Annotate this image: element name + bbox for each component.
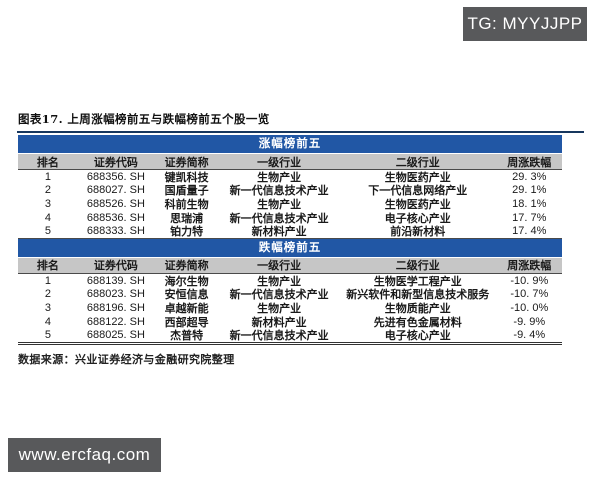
data-source-note: 数据来源：兴业证券经济与金融研究院整理 xyxy=(18,353,235,366)
col-header-change: 周涨跌幅 xyxy=(507,260,552,273)
cell-code: 688526. SH xyxy=(86,197,145,210)
cell-industry2: 先进有色金属材料 xyxy=(373,316,462,329)
table-row: 1 688139. SH 海尔生物 生物产业 生物医学工程产业 -10. 9% xyxy=(18,274,562,288)
column-header-row: 排名 证券代码 证券简称 一级行业 二级行业 周涨跌幅 xyxy=(18,256,562,274)
cell-industry2: 前沿新材料 xyxy=(390,226,446,239)
cell-name: 海尔生物 xyxy=(164,275,209,288)
table-row: 2 688027. SH 国盾量子 新一代信息技术产业 下一代信息网络产业 29… xyxy=(18,184,562,198)
cell-rank: 5 xyxy=(44,225,51,238)
cell-change: 17. 4% xyxy=(512,225,547,238)
cell-name: 铂力特 xyxy=(170,226,204,239)
table-row: 4 688122. SH 西部超导 新材料产业 先进有色金属材料 -9. 9% xyxy=(18,315,562,329)
cell-change: -10. 0% xyxy=(510,301,549,314)
col-header-name: 证券简称 xyxy=(164,156,209,169)
cell-change: 29. 3% xyxy=(512,170,547,183)
losers-band-header: 跌幅榜前五 xyxy=(18,237,562,257)
cell-industry1: 生物产业 xyxy=(257,275,302,288)
cell-industry2: 生物医药产业 xyxy=(384,198,451,211)
cell-code: 688356. SH xyxy=(86,170,145,183)
cell-rank: 3 xyxy=(44,301,51,314)
cell-name: 安恒信息 xyxy=(164,289,209,302)
stock-ranking-table: 涨幅榜前五 排名 证券代码 证券简称 一级行业 二级行业 周涨跌幅 1 6883… xyxy=(18,135,562,345)
cell-industry2: 生物医学工程产业 xyxy=(373,275,462,288)
col-header-change: 周涨跌幅 xyxy=(507,156,552,169)
cell-name: 科前生物 xyxy=(164,198,209,211)
cell-code: 688023. SH xyxy=(86,288,145,301)
cell-change: 29. 1% xyxy=(512,184,547,197)
cell-code: 688122. SH xyxy=(86,315,145,328)
cell-industry1: 生物产业 xyxy=(257,198,302,211)
cell-industry1: 新一代信息技术产业 xyxy=(229,185,329,198)
cell-change: -9. 4% xyxy=(513,329,546,342)
table-row: 1 688356. SH 键凯科技 生物产业 生物医药产业 29. 3% xyxy=(18,170,562,184)
cell-industry2: 新兴软件和新型信息技术服务 xyxy=(346,289,490,302)
cell-change: -10. 7% xyxy=(510,288,549,301)
cell-rank: 4 xyxy=(44,211,51,224)
cell-code: 688027. SH xyxy=(86,184,145,197)
gainers-section: 涨幅榜前五 排名 证券代码 证券简称 一级行业 二级行业 周涨跌幅 1 6883… xyxy=(18,135,562,238)
col-header-code: 证券代码 xyxy=(93,260,138,273)
cell-rank: 4 xyxy=(44,315,51,328)
cell-name: 杰普特 xyxy=(170,330,204,343)
telegram-watermark-badge: TG: MYYJJPP xyxy=(463,7,587,41)
cell-rank: 1 xyxy=(44,170,51,183)
table-row: 3 688526. SH 科前生物 生物产业 生物医药产业 18. 1% xyxy=(18,197,562,211)
cell-name: 国盾量子 xyxy=(164,185,209,198)
cell-rank: 2 xyxy=(44,288,51,301)
table-row: 3 688196. SH 卓越新能 生物产业 生物质能产业 -10. 0% xyxy=(18,301,562,315)
cell-industry1: 生物产业 xyxy=(257,302,302,315)
column-header-row: 排名 证券代码 证券简称 一级行业 二级行业 周涨跌幅 xyxy=(18,153,562,170)
cell-rank: 1 xyxy=(44,274,51,287)
losers-section: 跌幅榜前五 排名 证券代码 证券简称 一级行业 二级行业 周涨跌幅 1 6881… xyxy=(18,237,562,342)
cell-rank: 5 xyxy=(44,329,51,342)
col-header-rank: 排名 xyxy=(36,260,59,273)
cell-industry1: 生物产业 xyxy=(257,171,302,184)
cell-industry1: 新一代信息技术产业 xyxy=(229,212,329,225)
cell-code: 688333. SH xyxy=(86,225,145,238)
table-row: 2 688023. SH 安恒信息 新一代信息技术产业 新兴软件和新型信息技术服… xyxy=(18,288,562,302)
col-header-industry2: 二级行业 xyxy=(395,156,440,169)
cell-change: -9. 9% xyxy=(513,315,546,328)
cell-code: 688536. SH xyxy=(86,211,145,224)
website-watermark-badge: www.ercfaq.com xyxy=(8,438,161,472)
cell-industry2: 电子核心产业 xyxy=(384,212,451,225)
gainers-band-header: 涨幅榜前五 xyxy=(18,135,562,153)
col-header-name: 证券简称 xyxy=(164,260,209,273)
cell-industry2: 电子核心产业 xyxy=(384,330,451,343)
cell-industry2: 生物质能产业 xyxy=(384,302,451,315)
table-row: 5 688333. SH 铂力特 新材料产业 前沿新材料 17. 4% xyxy=(18,224,562,238)
col-header-rank: 排名 xyxy=(36,156,59,169)
cell-rank: 3 xyxy=(44,197,51,210)
cell-rank: 2 xyxy=(44,184,51,197)
cell-change: 17. 7% xyxy=(512,211,547,224)
col-header-code: 证券代码 xyxy=(93,156,138,169)
cell-industry1: 新一代信息技术产业 xyxy=(229,330,329,343)
cell-name: 思瑞浦 xyxy=(170,212,204,225)
figure-title: 图表17. 上周涨幅榜前五与跌幅榜前五个股一览 xyxy=(18,112,270,126)
cell-change: 18. 1% xyxy=(512,197,547,210)
col-header-industry1: 一级行业 xyxy=(257,260,302,273)
cell-industry2: 生物医药产业 xyxy=(384,171,451,184)
title-rule xyxy=(17,131,584,133)
cell-name: 卓越新能 xyxy=(164,302,209,315)
table-row: 4 688536. SH 思瑞浦 新一代信息技术产业 电子核心产业 17. 7% xyxy=(18,211,562,225)
cell-industry1: 新一代信息技术产业 xyxy=(229,289,329,302)
cell-code: 688025. SH xyxy=(86,329,145,342)
cell-code: 688196. SH xyxy=(86,301,145,314)
col-header-industry1: 一级行业 xyxy=(257,156,302,169)
cell-industry1: 新材料产业 xyxy=(251,226,307,239)
cell-change: -10. 9% xyxy=(510,274,549,287)
cell-industry2: 下一代信息网络产业 xyxy=(368,185,468,198)
cell-industry1: 新材料产业 xyxy=(251,316,307,329)
cell-name: 键凯科技 xyxy=(164,171,209,184)
cell-code: 688139. SH xyxy=(86,274,145,287)
table-row: 5 688025. SH 杰普特 新一代信息技术产业 电子核心产业 -9. 4% xyxy=(18,328,562,342)
col-header-industry2: 二级行业 xyxy=(395,260,440,273)
cell-name: 西部超导 xyxy=(164,316,209,329)
